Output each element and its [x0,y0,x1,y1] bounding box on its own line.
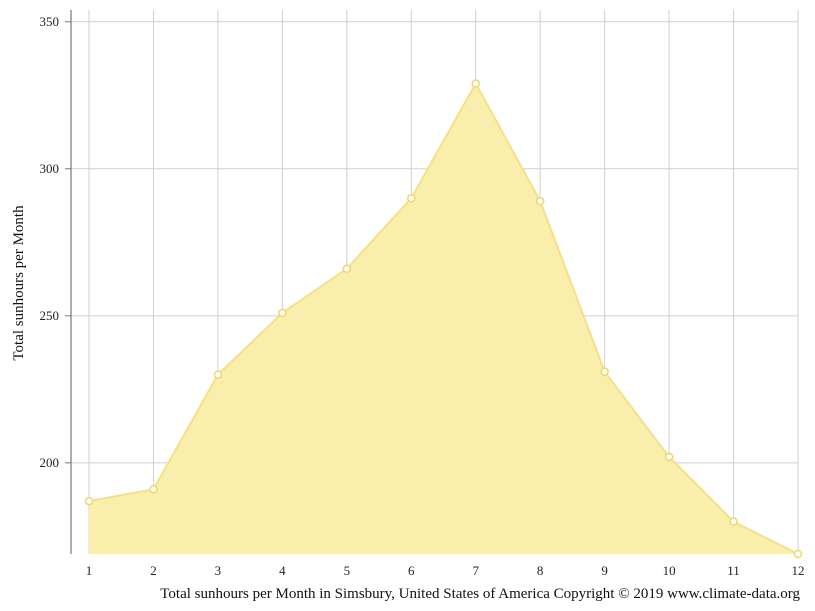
data-point [149,485,158,494]
x-tick-label: 9 [601,563,608,578]
x-tick-label: 8 [537,563,544,578]
x-tick-label: 5 [344,563,351,578]
x-tick-label: 3 [215,563,222,578]
y-tick-label: 300 [40,161,60,176]
x-tick-label: 1 [86,563,93,578]
x-tick-label: 12 [792,563,805,578]
x-tick-label: 4 [279,563,286,578]
x-tick-label: 11 [727,563,740,578]
x-tick-label: 2 [150,563,157,578]
x-tick-label: 6 [408,563,415,578]
chart-caption: Total sunhours per Month in Simsbury, Un… [160,586,800,602]
data-point [407,193,416,203]
x-tick-label: 10 [663,563,676,578]
data-point [600,367,609,376]
data-point [793,549,803,559]
sunhours-line [88,81,799,555]
data-points [84,79,803,559]
data-point [342,264,352,274]
y-tick-label: 200 [40,455,60,470]
data-point [729,517,738,526]
y-axis-title: Total sunhours per Month [11,205,27,361]
data-point [535,196,545,206]
data-point [278,308,287,318]
y-tick-label: 350 [40,14,60,29]
data-point [213,370,223,379]
data-point [84,496,94,506]
x-tick-label: 7 [472,563,479,578]
sunhours-area [89,83,798,554]
data-point [471,79,480,88]
y-tick-label: 250 [40,308,60,323]
data-point [664,452,674,462]
